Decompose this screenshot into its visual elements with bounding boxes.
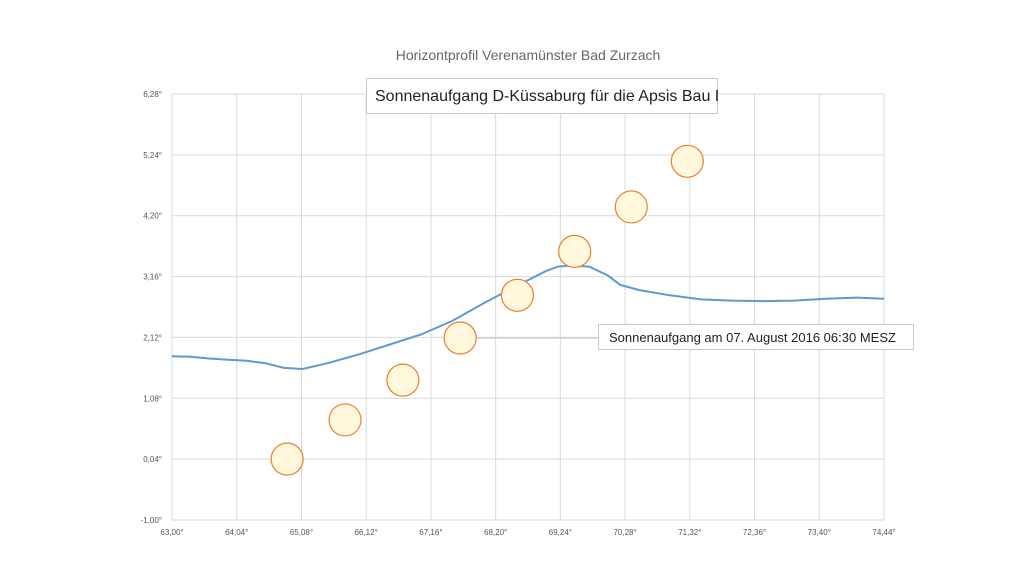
x-tick-label: 66,12° xyxy=(355,528,378,537)
x-tick-label: 67,16° xyxy=(419,528,442,537)
y-tick-label: 5,24° xyxy=(143,151,162,160)
x-tick-label: 74,44° xyxy=(872,528,895,537)
horizon-profile-layer xyxy=(171,264,885,371)
sunrise-point xyxy=(270,442,304,476)
x-tick-label: 72,36° xyxy=(743,528,766,537)
sunrise-point xyxy=(328,403,362,437)
x-tick-label: 68,20° xyxy=(484,528,507,537)
y-tick-label: 0,04° xyxy=(143,455,162,464)
y-tick-label: 6,28° xyxy=(143,90,162,99)
x-tick-label: 73,40° xyxy=(808,528,831,537)
sunrise-markers-layer xyxy=(270,144,704,476)
x-tick-label: 63,00° xyxy=(160,528,183,537)
chart-title: Horizontprofil Verenamünster Bad Zurzach xyxy=(395,47,661,63)
axis-labels: 63,00° 64,04° 65,08° 66,12° 67,16° 68,20° 69,2… xyxy=(141,90,896,537)
y-tick-label: 2,12° xyxy=(143,333,162,342)
sunrise-point xyxy=(670,144,704,178)
sunrise-point xyxy=(500,278,535,312)
x-tick-label: 70,28° xyxy=(613,528,636,537)
sunrise-point xyxy=(443,321,477,355)
x-tick-label: 71,32° xyxy=(678,528,701,537)
sunrise-point xyxy=(558,234,592,269)
x-tick-label: 65,08° xyxy=(290,528,313,537)
horizon-profile-line xyxy=(171,264,885,371)
callout-sunrise-date: Sonnenaufgang am 07. August 2016 06:30 M… xyxy=(598,324,914,350)
y-tick-label: -1,00° xyxy=(141,516,162,525)
sunrise-point xyxy=(614,190,648,224)
y-tick-label: 1,08° xyxy=(143,394,162,403)
callout-kuessaburg: Sonnenaufgang D-Küssaburg für die Apsis … xyxy=(366,78,719,114)
x-tick-label: 69,24° xyxy=(549,528,572,537)
x-tick-label: 64,04° xyxy=(225,528,248,537)
sunrise-point xyxy=(386,363,420,397)
y-tick-label: 4,20° xyxy=(143,212,162,221)
y-tick-label: 3,16° xyxy=(143,273,162,282)
